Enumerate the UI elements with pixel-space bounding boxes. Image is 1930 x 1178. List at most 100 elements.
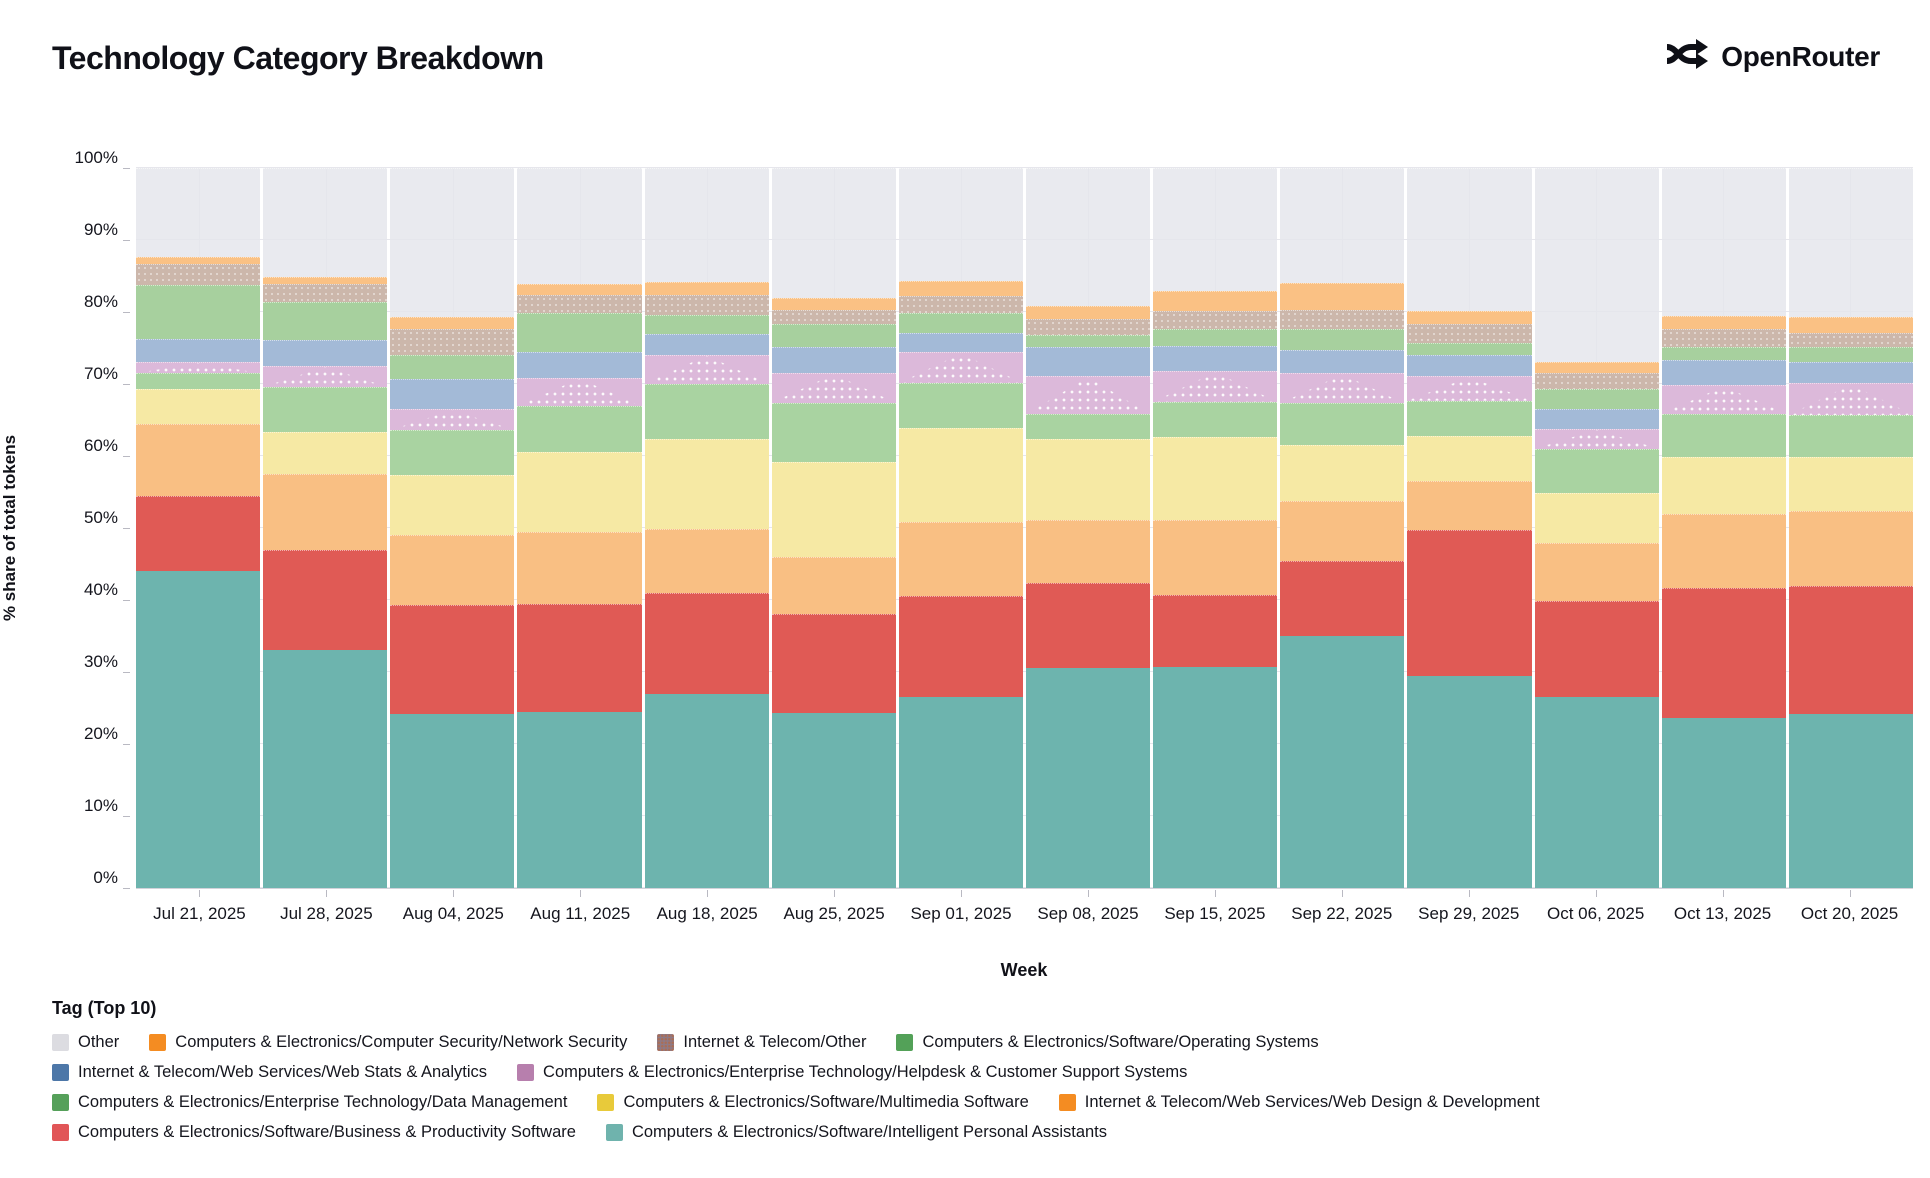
segment-other[interactable] (1025, 168, 1151, 306)
segment-it_other[interactable] (1280, 309, 1405, 329)
segment-it_other[interactable] (898, 296, 1023, 314)
segment-helpdesk[interactable] (1407, 376, 1532, 401)
segment-ipa[interactable] (1280, 636, 1405, 888)
segment-bp[interactable] (136, 495, 261, 572)
segment-multimedia[interactable] (517, 452, 642, 532)
segment-datamgmt[interactable] (771, 402, 896, 462)
segment-webdesign[interactable] (1280, 501, 1405, 562)
segment-it_other[interactable] (1788, 332, 1913, 348)
segment-helpdesk[interactable] (1153, 371, 1278, 403)
segment-webdesign[interactable] (263, 474, 388, 550)
segment-netsec[interactable] (1407, 310, 1532, 325)
segment-datamgmt[interactable] (1407, 400, 1532, 436)
segment-webstats[interactable] (1788, 361, 1913, 384)
segment-netsec[interactable] (263, 276, 388, 284)
segment-multimedia[interactable] (1788, 456, 1913, 512)
segment-other[interactable] (1407, 168, 1532, 311)
segment-os[interactable] (1280, 328, 1405, 351)
segment-os[interactable] (517, 313, 642, 353)
segment-other[interactable] (1153, 168, 1278, 292)
segment-webdesign[interactable] (517, 531, 642, 604)
segment-datamgmt[interactable] (1153, 402, 1278, 437)
segment-os[interactable] (1025, 335, 1151, 347)
segment-os[interactable] (644, 314, 769, 334)
legend-item-webstats[interactable]: Internet & Telecom/Web Services/Web Stat… (52, 1063, 487, 1082)
segment-os[interactable] (263, 301, 388, 341)
legend-item-other[interactable]: Other (52, 1033, 119, 1052)
segment-webdesign[interactable] (136, 424, 261, 496)
segment-ipa[interactable] (1025, 667, 1151, 888)
segment-webdesign[interactable] (1153, 520, 1278, 595)
segment-other[interactable] (898, 168, 1023, 282)
segment-it_other[interactable] (390, 329, 515, 355)
segment-ipa[interactable] (898, 697, 1023, 888)
segment-other[interactable] (390, 168, 515, 318)
segment-helpdesk[interactable] (136, 361, 261, 374)
segment-webdesign[interactable] (1661, 513, 1786, 588)
segment-netsec[interactable] (136, 256, 261, 264)
segment-other[interactable] (136, 168, 261, 257)
segment-it_other[interactable] (1661, 329, 1786, 347)
legend-item-it_other[interactable]: Internet & Telecom/Other (657, 1033, 866, 1052)
segment-netsec[interactable] (898, 281, 1023, 297)
segment-bp[interactable] (771, 614, 896, 714)
segment-other[interactable] (1788, 168, 1913, 318)
segment-other[interactable] (1661, 168, 1786, 316)
segment-webstats[interactable] (771, 347, 896, 374)
segment-os[interactable] (1534, 389, 1659, 409)
segment-webstats[interactable] (263, 340, 388, 367)
legend-item-datamgmt[interactable]: Computers & Electronics/Enterprise Techn… (52, 1093, 567, 1112)
segment-webdesign[interactable] (771, 556, 896, 615)
segment-webdesign[interactable] (644, 529, 769, 593)
segment-multimedia[interactable] (644, 438, 769, 530)
segment-webdesign[interactable] (1407, 480, 1532, 531)
legend-item-os[interactable]: Computers & Electronics/Software/Operati… (896, 1033, 1319, 1052)
segment-helpdesk[interactable] (1788, 383, 1913, 415)
segment-other[interactable] (771, 168, 896, 299)
segment-bp[interactable] (644, 592, 769, 695)
segment-multimedia[interactable] (1407, 435, 1532, 481)
segment-bp[interactable] (1280, 561, 1405, 636)
segment-datamgmt[interactable] (1280, 403, 1405, 446)
segment-os[interactable] (1661, 346, 1786, 361)
segment-multimedia[interactable] (898, 427, 1023, 522)
segment-it_other[interactable] (1407, 324, 1532, 344)
legend-item-helpdesk[interactable]: Computers & Electronics/Enterprise Techn… (517, 1063, 1187, 1082)
segment-helpdesk[interactable] (1661, 385, 1786, 414)
segment-bp[interactable] (1788, 586, 1913, 714)
segment-helpdesk[interactable] (898, 352, 1023, 384)
segment-ipa[interactable] (1534, 697, 1659, 888)
segment-it_other[interactable] (1025, 318, 1151, 336)
segment-webdesign[interactable] (1788, 511, 1913, 587)
legend-item-webdesign[interactable]: Internet & Telecom/Web Services/Web Desi… (1058, 1093, 1540, 1112)
segment-ipa[interactable] (1661, 718, 1786, 888)
segment-webstats[interactable] (1280, 350, 1405, 374)
legend-item-multimedia[interactable]: Computers & Electronics/Software/Multime… (597, 1093, 1029, 1112)
segment-datamgmt[interactable] (390, 430, 515, 476)
segment-netsec[interactable] (644, 281, 769, 295)
segment-datamgmt[interactable] (1661, 413, 1786, 458)
segment-os[interactable] (898, 313, 1023, 333)
segment-other[interactable] (263, 168, 388, 277)
segment-webstats[interactable] (136, 339, 261, 362)
segment-webstats[interactable] (517, 352, 642, 378)
segment-helpdesk[interactable] (517, 377, 642, 407)
segment-bp[interactable] (1025, 583, 1151, 668)
segment-datamgmt[interactable] (644, 384, 769, 439)
segment-multimedia[interactable] (1280, 445, 1405, 502)
segment-other[interactable] (1280, 168, 1405, 283)
segment-datamgmt[interactable] (263, 386, 388, 432)
segment-other[interactable] (1534, 168, 1659, 362)
segment-webstats[interactable] (390, 379, 515, 410)
segment-ipa[interactable] (263, 650, 388, 888)
segment-multimedia[interactable] (1661, 457, 1786, 514)
segment-helpdesk[interactable] (1280, 373, 1405, 404)
segment-multimedia[interactable] (1025, 438, 1151, 521)
segment-netsec[interactable] (390, 317, 515, 330)
segment-multimedia[interactable] (136, 389, 261, 425)
segment-os[interactable] (1153, 329, 1278, 346)
legend-item-bp[interactable]: Computers & Electronics/Software/Busines… (52, 1123, 576, 1142)
segment-multimedia[interactable] (390, 475, 515, 536)
segment-os[interactable] (1788, 347, 1913, 362)
segment-multimedia[interactable] (1534, 493, 1659, 544)
